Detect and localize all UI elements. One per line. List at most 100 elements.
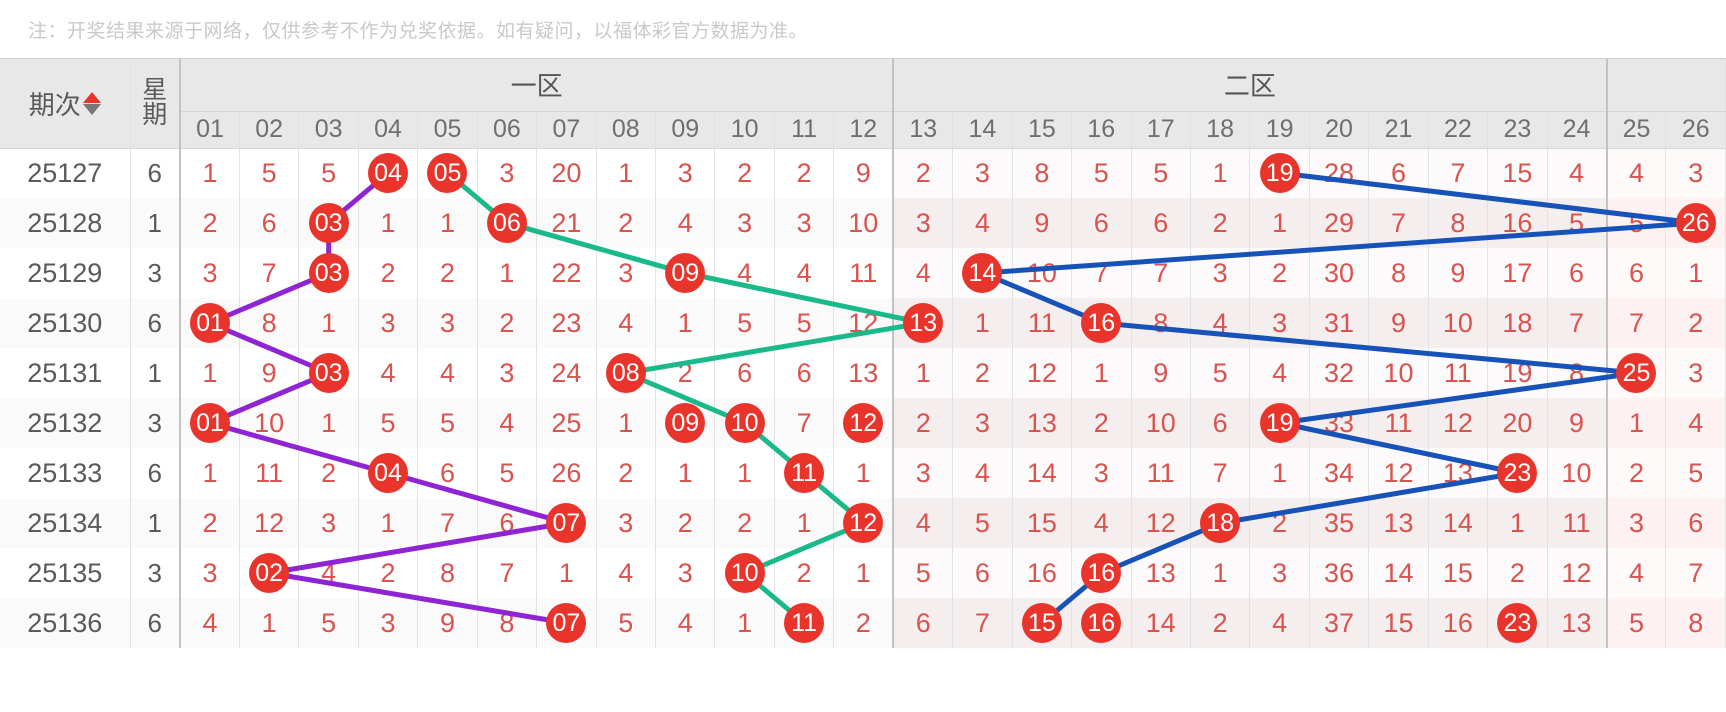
number-cell[interactable]: 2 bbox=[1665, 298, 1726, 348]
number-cell[interactable]: 10 bbox=[1012, 248, 1073, 298]
number-cell[interactable]: 15 bbox=[1368, 598, 1429, 648]
number-cell[interactable]: 17 bbox=[1487, 248, 1548, 298]
number-cell[interactable]: 10 bbox=[1428, 298, 1489, 348]
number-cell[interactable]: 4 bbox=[1071, 498, 1132, 548]
number-cell[interactable]: 3 bbox=[1249, 548, 1310, 598]
number-cell[interactable]: 2 bbox=[1071, 398, 1132, 448]
number-cell[interactable]: 13 bbox=[1131, 548, 1191, 598]
column-header-11[interactable]: 11 bbox=[774, 111, 835, 149]
number-cell[interactable]: 02 bbox=[239, 548, 300, 598]
number-cell[interactable]: 9 bbox=[1131, 348, 1191, 398]
column-header-07[interactable]: 07 bbox=[536, 111, 597, 149]
number-cell[interactable]: 03 bbox=[298, 348, 359, 398]
number-cell[interactable]: 6 bbox=[477, 498, 538, 548]
number-cell[interactable]: 7 bbox=[774, 398, 835, 448]
number-cell[interactable]: 5 bbox=[1605, 598, 1667, 648]
number-cell[interactable]: 3 bbox=[417, 298, 478, 348]
table-row[interactable]: 25135 3 3 02 4 2 8 7 1 4 3 10 2 1 5 6 16 16 13 1 3 36 14 15 2 12 4… bbox=[0, 548, 1726, 598]
number-cell[interactable]: 13 bbox=[1012, 398, 1073, 448]
number-cell[interactable]: 9 bbox=[833, 148, 894, 198]
number-cell[interactable]: 14 bbox=[1012, 448, 1073, 498]
number-cell[interactable]: 05 bbox=[417, 148, 478, 198]
column-header-01[interactable]: 01 bbox=[178, 111, 240, 149]
number-cell[interactable]: 11 bbox=[1131, 448, 1191, 498]
number-cell[interactable]: 13 bbox=[892, 298, 954, 348]
number-cell[interactable]: 4 bbox=[714, 248, 775, 298]
number-cell[interactable]: 6 bbox=[714, 348, 775, 398]
number-cell[interactable]: 03 bbox=[298, 248, 359, 298]
number-cell[interactable]: 6 bbox=[1071, 198, 1132, 248]
number-cell[interactable]: 2 bbox=[774, 548, 835, 598]
number-cell[interactable]: 33 bbox=[1309, 398, 1370, 448]
number-cell[interactable]: 5 bbox=[1665, 448, 1726, 498]
number-cell[interactable]: 1 bbox=[1605, 398, 1667, 448]
column-header-18[interactable]: 18 bbox=[1190, 111, 1251, 149]
number-cell[interactable]: 1 bbox=[655, 298, 716, 348]
number-cell[interactable]: 18 bbox=[1487, 298, 1548, 348]
number-cell[interactable]: 3 bbox=[298, 498, 359, 548]
column-header-12[interactable]: 12 bbox=[833, 111, 894, 149]
table-row[interactable]: 25133 6 1 11 2 04 6 5 26 2 1 1 11 1 3 4 14 3 11 7 1 34 12 13 23 1… bbox=[0, 448, 1726, 498]
number-cell[interactable]: 1 bbox=[1249, 198, 1310, 248]
number-cell[interactable]: 09 bbox=[655, 398, 716, 448]
column-header-06[interactable]: 06 bbox=[477, 111, 538, 149]
number-cell[interactable]: 1 bbox=[714, 598, 775, 648]
number-cell[interactable]: 4 bbox=[477, 398, 538, 448]
number-cell[interactable]: 34 bbox=[1309, 448, 1370, 498]
number-cell[interactable]: 20 bbox=[1487, 398, 1548, 448]
number-cell[interactable]: 5 bbox=[892, 548, 954, 598]
number-cell[interactable]: 10 bbox=[714, 398, 775, 448]
number-cell[interactable]: 26 bbox=[1665, 198, 1726, 248]
number-cell[interactable]: 3 bbox=[178, 548, 240, 598]
number-cell[interactable]: 6 bbox=[1605, 248, 1667, 298]
number-cell[interactable]: 4 bbox=[417, 348, 478, 398]
number-cell[interactable]: 8 bbox=[1131, 298, 1191, 348]
row-period[interactable]: 25127 bbox=[0, 148, 131, 198]
sort-ascending-icon[interactable] bbox=[82, 91, 101, 103]
number-cell[interactable]: 12 bbox=[1131, 498, 1191, 548]
number-cell[interactable]: 11 bbox=[1547, 498, 1608, 548]
number-cell[interactable]: 5 bbox=[596, 598, 657, 648]
number-cell[interactable]: 4 bbox=[1249, 348, 1310, 398]
number-cell[interactable]: 6 bbox=[1368, 148, 1429, 198]
number-cell[interactable]: 2 bbox=[892, 398, 954, 448]
row-period[interactable]: 25134 bbox=[0, 498, 131, 548]
number-cell[interactable]: 1 bbox=[1487, 498, 1548, 548]
number-cell[interactable]: 04 bbox=[358, 148, 419, 198]
row-period[interactable]: 25128 bbox=[0, 198, 131, 248]
number-cell[interactable]: 12 bbox=[833, 498, 894, 548]
number-cell[interactable]: 2 bbox=[655, 348, 716, 398]
row-period[interactable]: 25135 bbox=[0, 548, 131, 598]
sort-descending-icon[interactable] bbox=[82, 103, 101, 115]
period-column-header[interactable]: 期次 bbox=[0, 59, 131, 149]
number-cell[interactable]: 1 bbox=[952, 298, 1013, 348]
number-cell[interactable]: 2 bbox=[596, 448, 657, 498]
column-header-15[interactable]: 15 bbox=[1012, 111, 1073, 149]
number-cell[interactable]: 5 bbox=[1547, 198, 1608, 248]
number-cell[interactable]: 1 bbox=[298, 398, 359, 448]
number-cell[interactable]: 8 bbox=[1665, 598, 1726, 648]
number-cell[interactable]: 16 bbox=[1012, 548, 1073, 598]
row-period[interactable]: 25136 bbox=[0, 598, 131, 648]
number-cell[interactable]: 11 bbox=[1428, 348, 1489, 398]
number-cell[interactable]: 15 bbox=[1012, 598, 1073, 648]
number-cell[interactable]: 8 bbox=[1012, 148, 1073, 198]
number-cell[interactable]: 1 bbox=[1665, 248, 1726, 298]
number-cell[interactable]: 9 bbox=[1547, 398, 1608, 448]
number-cell[interactable]: 12 bbox=[1428, 398, 1489, 448]
number-cell[interactable]: 5 bbox=[714, 298, 775, 348]
number-cell[interactable]: 5 bbox=[1131, 148, 1191, 198]
number-cell[interactable]: 5 bbox=[239, 148, 300, 198]
number-cell[interactable]: 7 bbox=[1190, 448, 1251, 498]
number-cell[interactable]: 3 bbox=[1605, 498, 1667, 548]
number-cell[interactable]: 32 bbox=[1309, 348, 1370, 398]
column-header-03[interactable]: 03 bbox=[298, 111, 359, 149]
number-cell[interactable]: 11 bbox=[1012, 298, 1073, 348]
number-cell[interactable]: 36 bbox=[1309, 548, 1370, 598]
number-cell[interactable]: 4 bbox=[952, 198, 1013, 248]
number-cell[interactable]: 6 bbox=[1131, 198, 1191, 248]
number-cell[interactable]: 28 bbox=[1309, 148, 1370, 198]
number-cell[interactable]: 2 bbox=[596, 198, 657, 248]
number-cell[interactable]: 1 bbox=[477, 248, 538, 298]
number-cell[interactable]: 12 bbox=[239, 498, 300, 548]
